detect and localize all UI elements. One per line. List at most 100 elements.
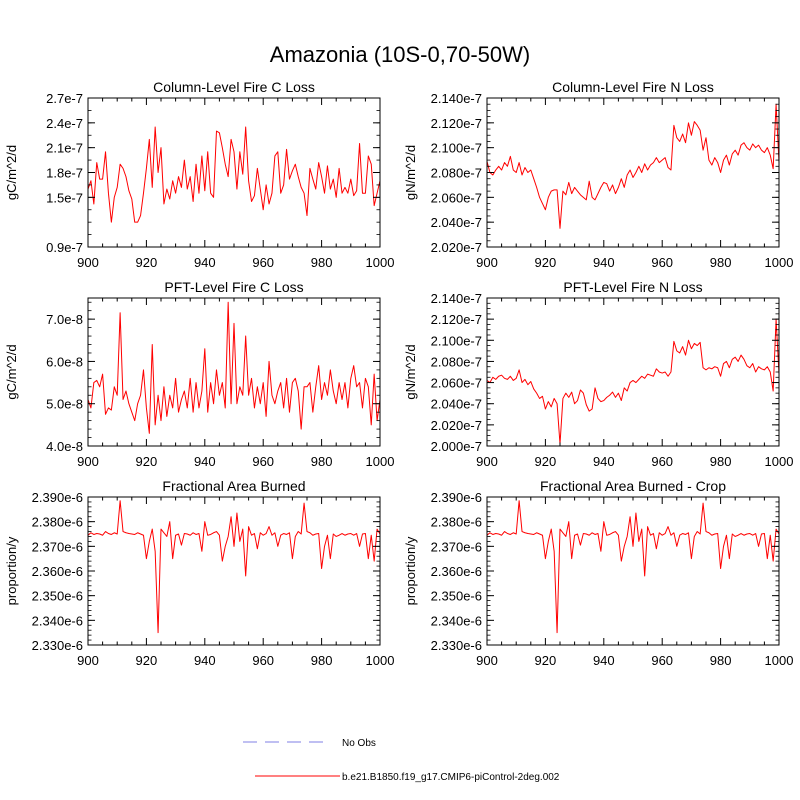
y-tick-label: 2.080e-7 — [431, 354, 482, 369]
series-line — [486, 103, 780, 229]
y-tick-label: 2.7e-7 — [46, 91, 83, 106]
y-axis-label: proportion/y — [4, 536, 19, 605]
y-tick-label: 2.340e-6 — [32, 613, 83, 628]
y-tick-label: 2.040e-7 — [431, 215, 482, 230]
y-tick-label: 6.0e-8 — [46, 354, 83, 369]
y-tick-label: 2.330e-6 — [431, 638, 482, 653]
plot-frame — [87, 496, 381, 646]
x-tick-label: 940 — [593, 454, 615, 469]
x-tick-label: 900 — [476, 653, 498, 668]
y-tick-label: 2.370e-6 — [32, 539, 83, 554]
x-tick-label: 940 — [194, 255, 216, 270]
y-tick-label: 2.390e-6 — [32, 490, 83, 505]
y-tick-label: 2.1e-7 — [46, 141, 83, 156]
panel-2: Column-Level Fire N Loss gN/m^2/d 900 920 94… — [403, 79, 793, 270]
figure-title: Amazonia (10S-0,70-50W) — [270, 42, 530, 67]
series-line — [87, 126, 381, 223]
y-tick-label: 0.9e-7 — [46, 240, 83, 255]
panel-6: Fractional Area Burned - Crop proportion/… — [403, 478, 793, 668]
panel-title: PFT-Level Fire N Loss — [563, 279, 702, 295]
x-tick-label: 980 — [710, 255, 732, 270]
x-tick-label: 940 — [194, 653, 216, 668]
y-axis-label: gC/m^2/d — [4, 145, 19, 200]
x-tick-label: 920 — [535, 653, 557, 668]
legend-model-label: b.e21.B1850.f19_g17.CMIP6-piControl-2deg… — [342, 772, 560, 783]
y-tick-label: 2.060e-7 — [431, 190, 482, 205]
x-tick-label: 920 — [136, 454, 158, 469]
x-tick-label: 960 — [651, 653, 673, 668]
x-tick-label: 1000 — [765, 255, 794, 270]
x-tick-label: 960 — [651, 255, 673, 270]
legend: No Obs b.e21.B1850.f19_g17.CMIP6-piContr… — [243, 738, 560, 783]
panel-5: Fractional Area Burned proportion/y 900 920… — [4, 478, 394, 668]
panel-1: Column-Level Fire C Loss gC/m^2/d 900 920 94… — [4, 79, 394, 270]
x-tick-label: 1000 — [765, 454, 794, 469]
y-tick-label: 2.4e-7 — [46, 116, 83, 131]
x-tick-label: 1000 — [366, 454, 395, 469]
series-line — [87, 301, 381, 434]
y-tick-label: 2.000e-7 — [431, 439, 482, 454]
y-axis-label: gN/m^2/d — [403, 145, 418, 200]
y-axis-label: gC/m^2/d — [4, 344, 19, 399]
x-tick-label: 960 — [252, 454, 274, 469]
x-tick-label: 980 — [311, 653, 333, 668]
y-tick-label: 2.100e-7 — [431, 141, 482, 156]
plot-frame — [486, 97, 780, 248]
x-tick-label: 900 — [77, 454, 99, 469]
x-tick-label: 980 — [311, 454, 333, 469]
y-tick-label: 2.100e-7 — [431, 333, 482, 348]
y-tick-label: 2.140e-7 — [431, 291, 482, 306]
x-tick-label: 900 — [77, 653, 99, 668]
x-tick-label: 920 — [535, 255, 557, 270]
x-tick-label: 1000 — [366, 653, 395, 668]
series-line — [486, 500, 780, 634]
plot-frame — [87, 297, 381, 447]
y-tick-label: 2.140e-7 — [431, 91, 482, 106]
panel-title: Fractional Area Burned — [162, 478, 305, 494]
x-tick-label: 900 — [476, 255, 498, 270]
y-tick-label: 2.380e-6 — [431, 515, 482, 530]
y-tick-label: 2.020e-7 — [431, 240, 482, 255]
y-tick-label: 2.120e-7 — [431, 116, 482, 131]
x-tick-label: 960 — [252, 255, 274, 270]
y-tick-label: 2.350e-6 — [431, 589, 482, 604]
plot-frame — [486, 297, 780, 447]
y-tick-label: 1.5e-7 — [46, 190, 83, 205]
y-axis-label: gN/m^2/d — [403, 344, 418, 399]
y-tick-label: 4.0e-8 — [46, 439, 83, 454]
y-tick-label: 1.8e-7 — [46, 166, 83, 181]
panel-title: Column-Level Fire N Loss — [552, 79, 714, 95]
x-tick-label: 980 — [311, 255, 333, 270]
x-tick-label: 1000 — [765, 653, 794, 668]
x-tick-label: 920 — [535, 454, 557, 469]
x-tick-label: 960 — [651, 454, 673, 469]
y-axis-label: proportion/y — [403, 536, 418, 605]
y-tick-label: 2.020e-7 — [431, 418, 482, 433]
x-tick-label: 960 — [252, 653, 274, 668]
y-tick-label: 2.350e-6 — [32, 589, 83, 604]
panel-title: PFT-Level Fire C Loss — [164, 279, 303, 295]
legend-obs-label: No Obs — [342, 738, 376, 749]
x-tick-label: 1000 — [366, 255, 395, 270]
x-tick-label: 940 — [593, 653, 615, 668]
panels: Column-Level Fire C Loss gC/m^2/d 900 920 94… — [4, 79, 793, 668]
panel-title: Fractional Area Burned - Crop — [540, 478, 726, 494]
series-line — [486, 318, 780, 445]
x-tick-label: 900 — [77, 255, 99, 270]
y-tick-label: 2.370e-6 — [431, 539, 482, 554]
plot-frame — [486, 496, 780, 646]
y-tick-label: 2.360e-6 — [32, 564, 83, 579]
panel-title: Column-Level Fire C Loss — [153, 79, 315, 95]
y-tick-label: 5.0e-8 — [46, 397, 83, 412]
plot-frame — [87, 97, 381, 248]
y-tick-label: 2.330e-6 — [32, 638, 83, 653]
y-tick-label: 2.360e-6 — [431, 564, 482, 579]
y-tick-label: 2.040e-7 — [431, 397, 482, 412]
y-tick-label: 7.0e-8 — [46, 312, 83, 327]
panel-4: PFT-Level Fire N Loss gN/m^2/d 900 920 940 96… — [403, 279, 793, 469]
x-tick-label: 980 — [710, 454, 732, 469]
x-tick-label: 920 — [136, 255, 158, 270]
panel-3: PFT-Level Fire C Loss gC/m^2/d 900 920 940 96… — [4, 279, 394, 469]
y-tick-label: 2.080e-7 — [431, 166, 482, 181]
